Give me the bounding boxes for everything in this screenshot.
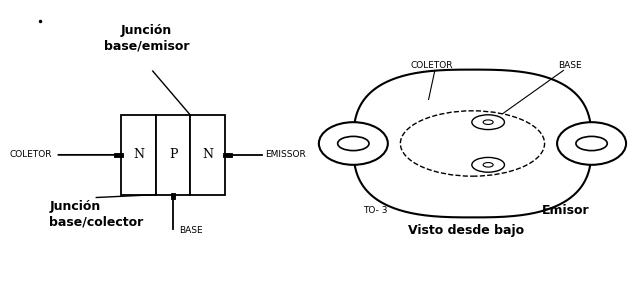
Text: TO- 3: TO- 3 <box>363 206 387 215</box>
Text: EMISSOR: EMISSOR <box>266 150 307 159</box>
Text: BASE: BASE <box>179 226 203 235</box>
Circle shape <box>472 115 504 129</box>
Text: COLETOR: COLETOR <box>410 61 453 70</box>
Circle shape <box>338 136 369 151</box>
Text: N: N <box>202 148 213 161</box>
Ellipse shape <box>319 122 388 165</box>
Bar <box>156 115 190 195</box>
Text: BASE: BASE <box>558 61 582 70</box>
Circle shape <box>483 162 493 167</box>
Circle shape <box>483 120 493 125</box>
Text: Emisor: Emisor <box>541 204 589 217</box>
Bar <box>122 115 156 195</box>
Text: P: P <box>169 148 177 161</box>
Text: Junción
base/colector: Junción base/colector <box>49 200 143 228</box>
Text: Junción
base/emisor: Junción base/emisor <box>104 24 189 52</box>
Text: Visto desde bajo: Visto desde bajo <box>408 224 524 237</box>
Bar <box>190 115 225 195</box>
Polygon shape <box>353 70 591 217</box>
Ellipse shape <box>557 122 626 165</box>
Circle shape <box>472 158 504 172</box>
Circle shape <box>576 136 607 151</box>
Text: N: N <box>133 148 144 161</box>
Circle shape <box>401 111 545 176</box>
Text: COLETOR: COLETOR <box>10 150 52 159</box>
